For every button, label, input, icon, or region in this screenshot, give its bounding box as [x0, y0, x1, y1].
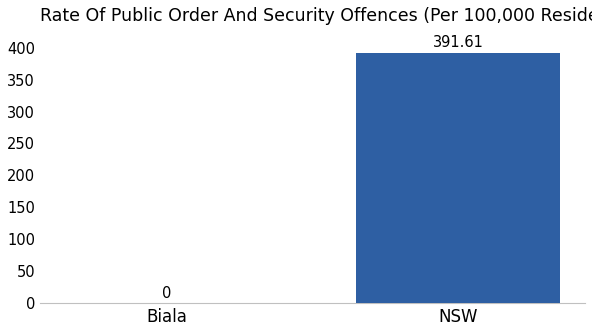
Text: 0: 0: [162, 286, 172, 301]
Text: 391.61: 391.61: [433, 35, 484, 50]
Text: Rate Of Public Order And Security Offences (Per 100,000 Residents): Rate Of Public Order And Security Offenc…: [40, 7, 592, 25]
Bar: [356, 53, 560, 303]
